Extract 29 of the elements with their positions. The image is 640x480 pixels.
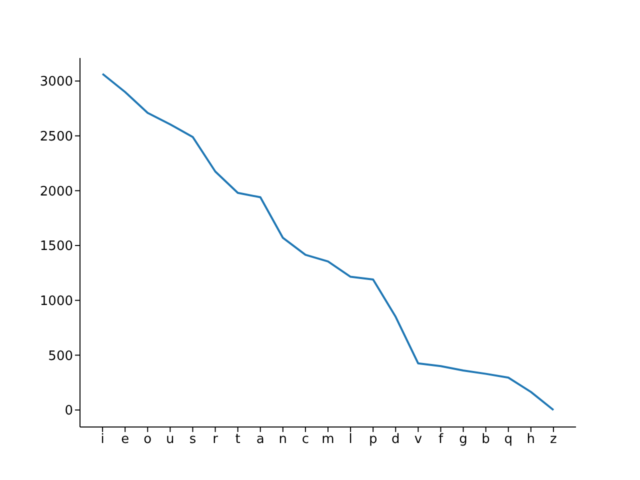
- x-tick-label: i: [100, 432, 104, 448]
- y-tick-label: 0: [64, 404, 73, 419]
- x-tick-label: h: [526, 432, 536, 448]
- x-tick-label: s: [189, 432, 196, 448]
- x-tick-label: c: [302, 432, 310, 448]
- x-tick-label: z: [550, 432, 558, 448]
- x-tick-label: q: [504, 432, 512, 448]
- x-tick-label: g: [459, 432, 468, 448]
- x-tick-label: r: [212, 432, 219, 448]
- x-tick-label: f: [438, 432, 444, 448]
- y-tick-label: 3000: [40, 74, 73, 90]
- x-tick-label: n: [278, 432, 288, 448]
- y-tick-label: 1000: [40, 294, 73, 309]
- y-tick-label: 1500: [40, 239, 73, 254]
- y-tick-label: 2000: [40, 184, 73, 200]
- x-tick-label: t: [235, 432, 240, 448]
- x-tick-label: e: [121, 432, 130, 448]
- x-tick-label: b: [482, 432, 490, 448]
- x-tick-label: a: [256, 432, 264, 448]
- x-tick-label: m: [322, 432, 334, 448]
- x-tick-label: p: [368, 432, 378, 448]
- x-tick-label: l: [348, 432, 352, 448]
- x-tick-label: u: [166, 432, 174, 448]
- y-tick-label: 2500: [40, 129, 73, 144]
- x-tick-label: o: [144, 432, 152, 448]
- line-series: [102, 72, 554, 412]
- y-tick-label: 500: [48, 348, 73, 364]
- x-tick-label: v: [414, 432, 422, 448]
- x-tick-label: d: [392, 432, 400, 448]
